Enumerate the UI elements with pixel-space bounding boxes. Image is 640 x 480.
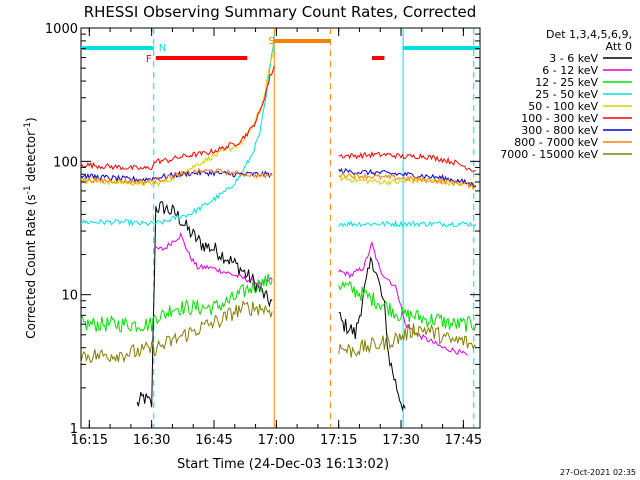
- x-axis-label: Start Time (24-Dec-03 16:13:02): [177, 457, 389, 472]
- series-line-1: [136, 201, 273, 408]
- x-tick-label: 16:45: [195, 433, 232, 448]
- series-line-4: [338, 219, 477, 228]
- series-line-3: [80, 273, 273, 333]
- y-tick-label: 1000: [45, 22, 78, 37]
- series-line-6: [338, 150, 476, 172]
- legend-label: 800 - 7000 keV: [514, 136, 598, 149]
- series-line-3: [338, 280, 477, 332]
- y-axis-label-end: ): [24, 117, 38, 122]
- series-line-7: [80, 168, 273, 183]
- series-line-9: [80, 299, 273, 364]
- y-tick-label: 10: [61, 289, 78, 304]
- series-line-5: [80, 44, 275, 187]
- data-series: [80, 34, 477, 412]
- night-flag-label: N: [159, 43, 166, 54]
- plot-frame: [80, 27, 481, 429]
- y-axis-label-mid: detector: [24, 131, 38, 186]
- series-line-1: [338, 256, 406, 412]
- series-line-2: [155, 232, 273, 287]
- x-tick-label: 16:15: [71, 433, 108, 448]
- plot-area: [80, 27, 481, 429]
- legend-label: 12 - 25 keV: [535, 76, 598, 89]
- series-line-6: [80, 65, 275, 171]
- axes: 16:15 16:30 16:45 17:00 17:15 17:30 17:45 1 10 10…: [45, 22, 482, 448]
- footer-timestamp: 27-Oct-2021 02:35: [560, 468, 636, 477]
- x-tick-label: 17:30: [382, 433, 419, 448]
- x-tick-label: 17:15: [320, 433, 357, 448]
- legend-header: Det 1,3,4,5,6,9,: [546, 28, 632, 41]
- y-axis-label: Corrected Count Rate (s-1 detector-1): [23, 117, 38, 338]
- flare-flag-label: F: [146, 54, 152, 65]
- x-tick-label: 17:00: [258, 433, 295, 448]
- legend-header: Att 0: [606, 40, 632, 53]
- series-line-8: [338, 170, 476, 190]
- y-axis-label-main: Corrected Count Rate (s: [24, 194, 38, 338]
- y-axis-label-sup2: -1: [23, 122, 33, 131]
- flag-bars: NF S: [81, 36, 480, 65]
- y-tick-label: 100: [53, 155, 78, 170]
- series-line-2: [338, 240, 468, 356]
- series-line-7: [338, 167, 477, 188]
- legend-label: 25 - 50 keV: [535, 88, 598, 101]
- saa-flag-label: S: [268, 36, 274, 47]
- x-tick-label: 16:30: [133, 433, 170, 448]
- legend-label: 50 - 100 keV: [528, 100, 598, 113]
- event-lines: [153, 28, 475, 428]
- chart-title: RHESSI Observing Summary Count Rates, Co…: [84, 3, 477, 21]
- legend-label: 6 - 12 keV: [542, 64, 598, 77]
- legend-label: 100 - 300 keV: [521, 112, 598, 125]
- legend-label: 7000 - 15000 keV: [500, 148, 598, 161]
- legend-label: 300 - 800 keV: [521, 124, 598, 137]
- y-tick-label: 1: [70, 422, 78, 437]
- series-line-8: [80, 167, 273, 186]
- series-line-9: [338, 323, 477, 358]
- series-line-4: [80, 34, 275, 228]
- legend-label: 3 - 6 keV: [549, 52, 598, 65]
- y-axis-label-sup1: -1: [23, 185, 33, 194]
- x-tick-label: 17:45: [445, 433, 482, 448]
